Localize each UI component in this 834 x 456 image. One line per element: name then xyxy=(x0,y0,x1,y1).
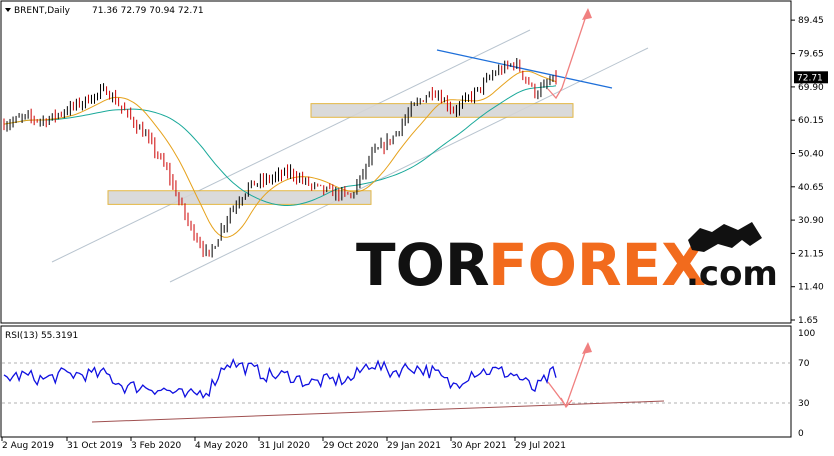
resistance-line xyxy=(436,49,613,89)
ma-slow-line xyxy=(3,85,557,206)
x-tick-label: 31 Oct 2019 xyxy=(67,441,123,451)
logo-text-forex: FOREX xyxy=(488,231,706,299)
y-tick-label: 21.15 xyxy=(798,249,824,259)
x-tick-label: 29 Jul 2021 xyxy=(515,441,566,451)
y-tick-label: 30.90 xyxy=(798,216,824,226)
bull-icon xyxy=(688,222,762,252)
y-tick-label: 50.40 xyxy=(798,149,824,159)
rsi-panel-frame xyxy=(0,325,792,438)
x-tick-label: 29 Oct 2020 xyxy=(323,441,379,451)
y-tick-label: 89.45 xyxy=(798,16,824,26)
y-tick-label: 40.65 xyxy=(798,183,824,193)
current-price-label: 72.71 xyxy=(797,73,823,83)
x-tick-label: 4 May 2020 xyxy=(195,441,248,451)
x-tick-label: 3 Feb 2020 xyxy=(131,441,182,451)
logo-text-com: .com xyxy=(686,254,778,294)
x-tick-label: 2 Aug 2019 xyxy=(2,441,54,451)
x-tick-label: 31 Jul 2020 xyxy=(259,441,310,451)
support-zone xyxy=(310,103,574,118)
rsi-tick-label: 70 xyxy=(798,359,810,369)
channel-lower-line xyxy=(169,47,649,283)
forecast-path xyxy=(547,9,589,100)
channel-upper-line xyxy=(51,29,531,263)
y-tick-label: 60.15 xyxy=(798,116,824,126)
y-tick-label: 11.40 xyxy=(798,283,824,293)
x-tick-label: 29 Jan 2021 xyxy=(387,441,441,451)
logo-text-tor: TOR xyxy=(356,231,490,299)
forecast-arrowhead-icon xyxy=(582,8,592,20)
torforex-logo: TOR FOREX .com xyxy=(356,222,778,299)
price-panel-frame xyxy=(0,0,792,324)
ma-fast-line xyxy=(3,70,557,238)
rsi-tick-label: 100 xyxy=(798,329,815,339)
price-layer xyxy=(3,8,649,283)
y-tick-label: 79.65 xyxy=(798,50,824,60)
ohlc-values: 71.36 72.79 70.94 72.71 xyxy=(92,6,204,16)
y-tick-label: 1.65 xyxy=(798,316,818,326)
rsi-label: RSI(13) 55.3191 xyxy=(5,331,78,341)
dropdown-triangle-icon[interactable] xyxy=(5,8,11,12)
rsi-forecast-arrowhead-icon xyxy=(582,342,592,354)
current-price-marker xyxy=(794,71,828,84)
rsi-tick-label: 30 xyxy=(798,399,810,409)
x-tick-label: 30 Apr 2021 xyxy=(451,441,507,451)
symbol-label: BRENT,Daily xyxy=(14,6,71,16)
rsi-tick-label: 0 xyxy=(798,429,804,439)
axis-layer: 72.71 89.45 79.65 69.90 60.15 50.40 40.65 30.90… xyxy=(1,16,828,451)
y-tick-label: 69.90 xyxy=(798,83,824,93)
rsi-line xyxy=(3,357,557,400)
rsi-layer xyxy=(2,342,790,423)
rsi-dip-arrowhead-icon xyxy=(560,397,573,409)
